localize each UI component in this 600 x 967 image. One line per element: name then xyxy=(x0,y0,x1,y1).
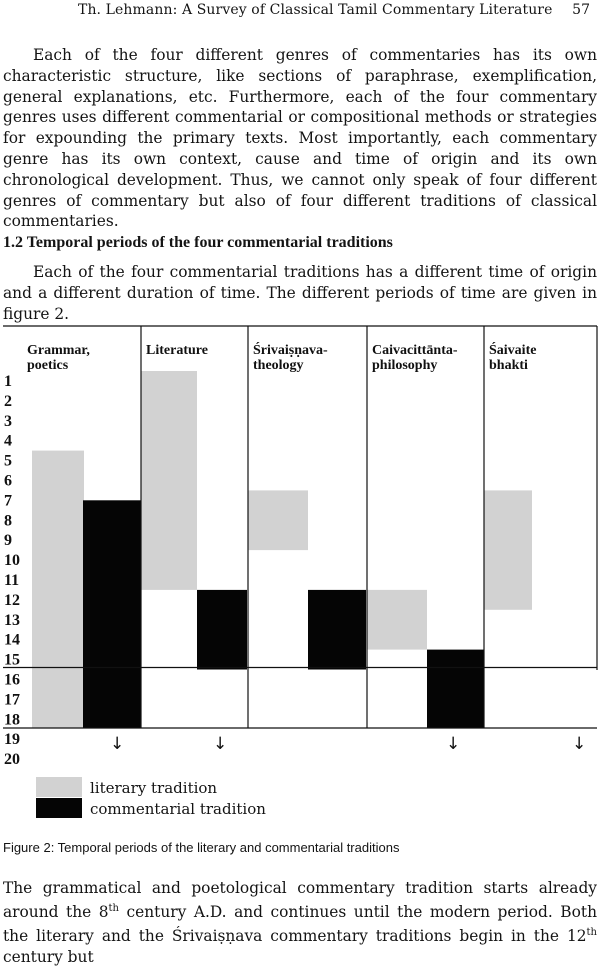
legend-commentarial-swatch xyxy=(36,798,82,818)
legend-commentarial-label: commentarial tradition xyxy=(90,800,266,818)
column-heading-1-line2: poetics xyxy=(27,358,69,373)
period-bar-commentarial-col4 xyxy=(427,649,484,728)
period-bar-literary-col2 xyxy=(141,371,197,590)
legend-literary-swatch xyxy=(36,777,82,797)
period-bar-literary-col4 xyxy=(367,589,427,650)
continuation-arrow: ↓ xyxy=(446,734,460,754)
century-label: 9 xyxy=(4,532,12,549)
paragraph-periods-intro: Each of the four commentarial traditions… xyxy=(3,263,597,323)
period-bar-commentarial-col2 xyxy=(197,589,247,670)
period-bar-literary-col1 xyxy=(32,450,84,728)
century-label: 13 xyxy=(4,612,20,629)
century-label: 18 xyxy=(4,711,20,728)
period-bar-literary-col5 xyxy=(484,490,532,610)
period-bar-commentarial-col3 xyxy=(308,589,366,670)
page-number: 57 xyxy=(572,2,590,18)
period-bar-commentarial-col1 xyxy=(83,500,141,728)
running-head-title: Th. Lehmann: A Survey of Classical Tamil… xyxy=(78,2,553,18)
century-label: 15 xyxy=(4,652,20,669)
paragraph3-text: The grammatical and poetological comment… xyxy=(3,879,597,966)
century-label: 14 xyxy=(4,632,20,649)
century-label: 4 xyxy=(4,433,12,450)
continuation-arrow: ↓ xyxy=(110,734,124,754)
paragraph-commentary-tradition: The grammatical and poetological comment… xyxy=(3,878,597,967)
column-heading-5-line2: bhakti xyxy=(489,358,528,373)
continuation-arrow: ↓ xyxy=(213,734,227,754)
century-label: 10 xyxy=(4,552,20,569)
column-heading-4: Caivacittānta- xyxy=(372,343,458,358)
century-label: 5 xyxy=(4,453,12,470)
century-label: 2 xyxy=(4,393,12,410)
century-label: 7 xyxy=(4,492,12,509)
century-label: 6 xyxy=(4,473,12,490)
column-heading-5: Śaivaite xyxy=(489,341,536,358)
column-heading-3: Śrivaiṣṇava- xyxy=(253,341,328,358)
century-label: 19 xyxy=(4,731,20,748)
century-label: 12 xyxy=(4,592,20,609)
century-label: 20 xyxy=(4,751,20,768)
century-label: 16 xyxy=(4,672,20,689)
section-heading: 1.2 Temporal periods of the four comment… xyxy=(3,234,393,251)
column-heading-3-line2: theology xyxy=(253,358,304,373)
century-label: 17 xyxy=(4,691,20,708)
century-label: 8 xyxy=(4,512,12,529)
paragraph-genres: Each of the four different genres of com… xyxy=(3,46,597,231)
column-heading-4-line2: philosophy xyxy=(372,358,437,373)
figure-caption: Figure 2: Temporal periods of the litera… xyxy=(3,840,400,855)
column-heading-2: Literature xyxy=(146,343,208,358)
column-heading-1: Grammar, xyxy=(27,343,90,358)
running-head: Th. Lehmann: A Survey of Classical Tamil… xyxy=(0,0,600,22)
century-label: 11 xyxy=(4,572,19,589)
legend-literary-label: literary tradition xyxy=(90,779,218,797)
century-label: 1 xyxy=(4,373,12,390)
continuation-arrow: ↓ xyxy=(572,734,586,754)
century-label: 3 xyxy=(4,413,12,430)
figure-2-chart: Grammar,poetics Literature Śrivaiṣṇava-the… xyxy=(3,325,598,818)
period-bar-literary-col3 xyxy=(248,490,308,551)
